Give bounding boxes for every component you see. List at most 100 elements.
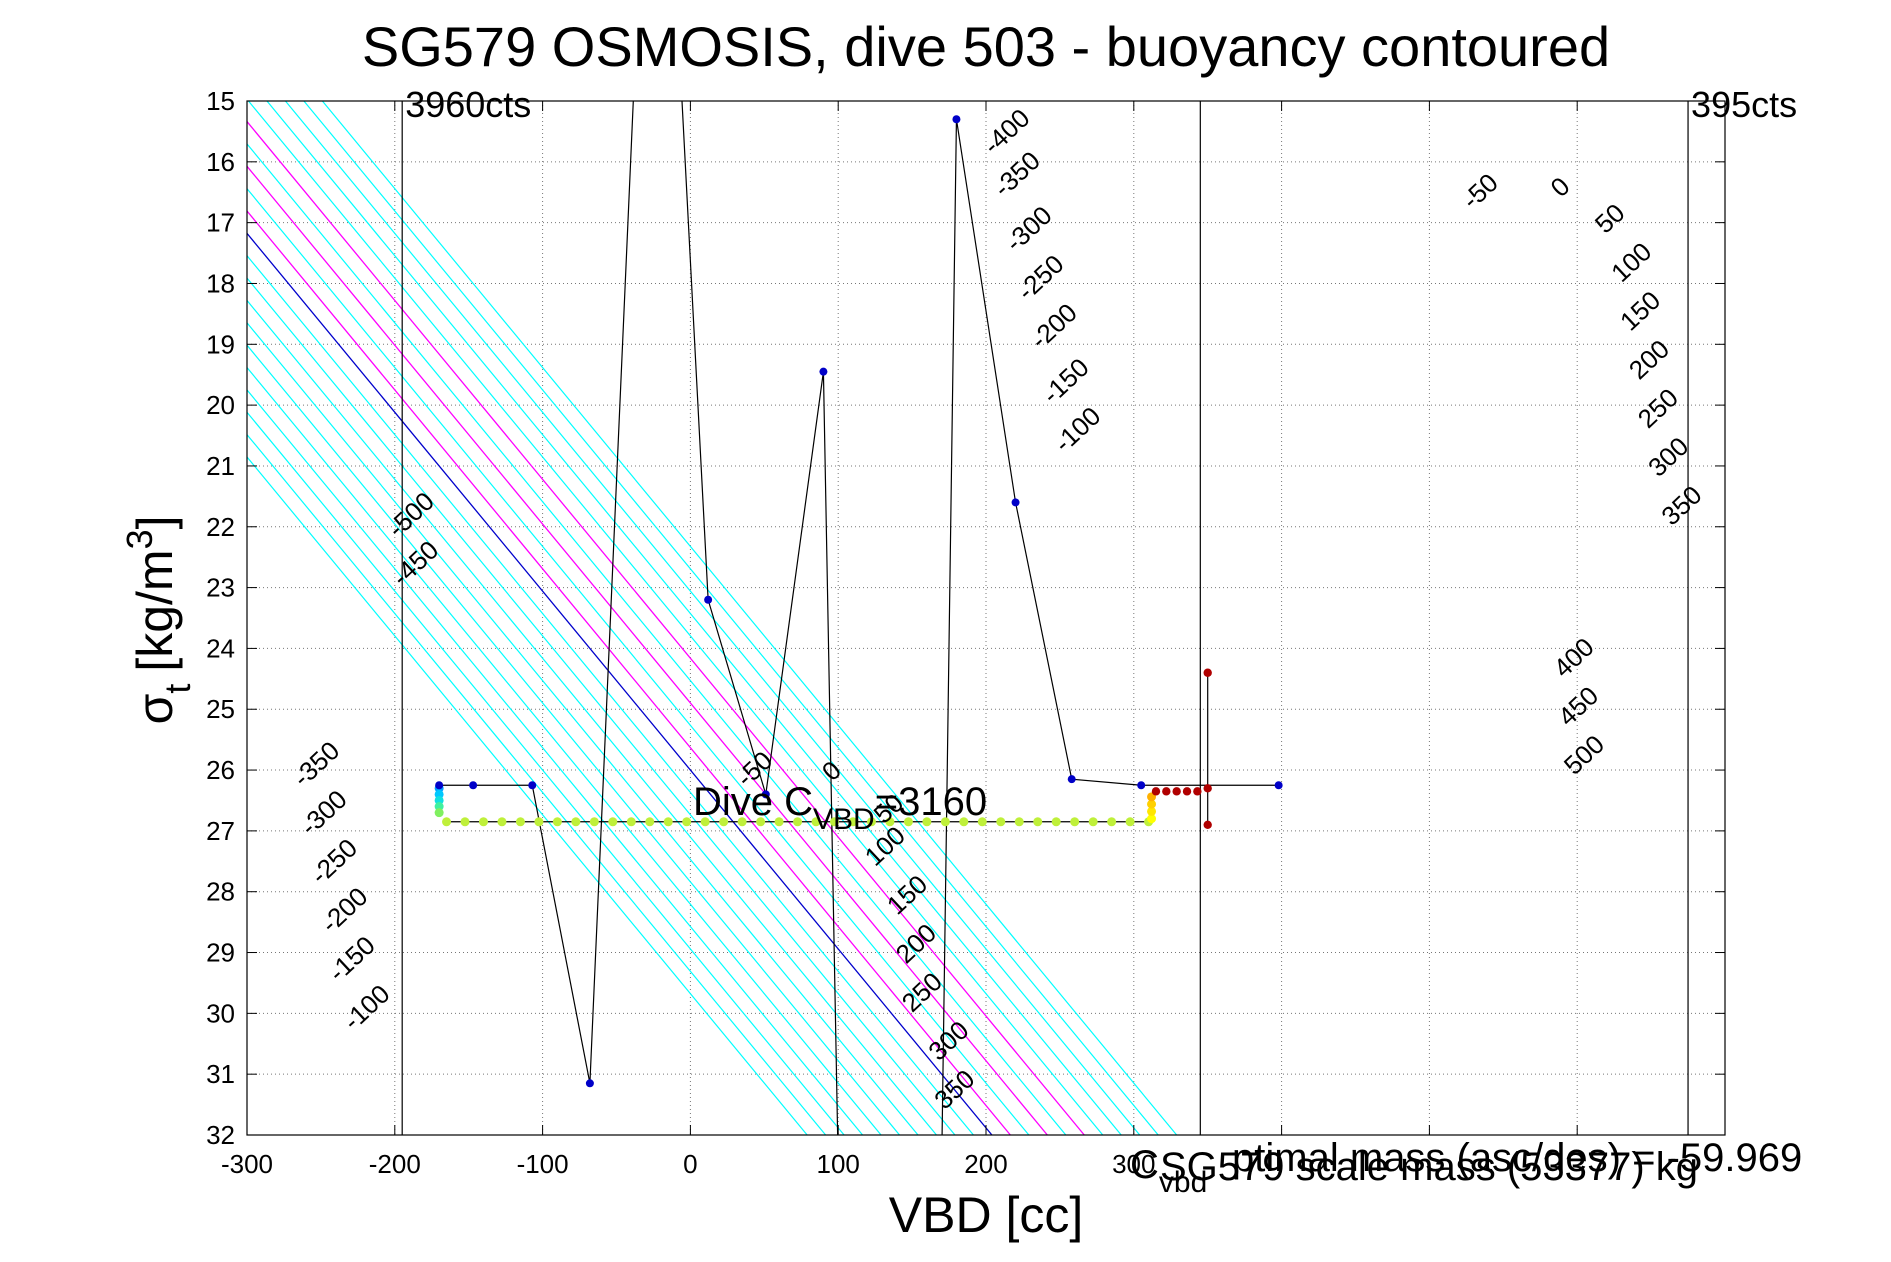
y-tick-label: 18 [206,268,235,298]
contour-label: 150 [1614,285,1666,337]
red-point [1151,787,1161,796]
y-axis-label-close: ] [127,515,183,529]
blue-point [435,781,444,790]
contour-label: -150 [322,930,381,987]
buoyancy-contour-line [247,120,1085,1135]
y-tick-label: 24 [206,633,235,663]
x-tick-label: 100 [817,1149,860,1179]
buoyancy-contour-line [248,101,1104,1135]
sample-point [903,817,913,827]
y-axis-label-unit: [kg/m [127,549,183,671]
sample-point [700,817,710,827]
buoyancy-contour-line [247,456,808,1135]
red-point [1203,668,1212,677]
vertical-line-label: 3960cts [405,84,531,125]
sample-point [996,817,1006,827]
contour-label: 450 [1552,680,1604,732]
buoyancy-contour-line [247,388,864,1135]
blue-point [761,790,770,799]
blue-point [469,781,478,790]
sample-point [682,817,692,827]
y-axis-label: σt [kg/m3] [119,515,198,724]
vertical-lines: 3960cts 395cts [401,84,1797,1135]
x-tick-label: 300 [1112,1149,1155,1179]
y-tick-label: 19 [206,329,235,359]
sample-point [589,817,599,827]
y-tick-label: 16 [206,147,235,177]
contour-label: -300 [294,784,353,841]
sample-point [442,817,452,827]
sample-point [737,817,747,827]
contour-label: 350 [928,1064,980,1116]
red-point [1162,787,1171,796]
sample-point [626,817,636,827]
y-axis-label-superscript: 3 [119,529,160,549]
y-tick-label: 28 [206,877,235,907]
y-tick-label: 27 [206,816,235,846]
cvbd-label: Cvbd [1130,1143,1207,1199]
y-axis-label-symbol: σ [127,694,183,725]
sample-point [497,817,507,827]
sample-point [848,817,858,827]
blue-point [1137,781,1146,790]
sample-point [774,817,784,827]
y-tick-label: 29 [206,938,235,968]
y-tick-label: 17 [206,208,235,238]
sample-point [663,817,673,827]
dive-cvbd-annotation: Dive CVBD=3160 [693,780,987,836]
sample-point [977,817,987,827]
sample-point-yellow [1147,814,1157,824]
sample-point [608,817,618,827]
sample-point [515,817,525,827]
x-axis-label: VBD [cc] [889,1187,1083,1243]
contour-label: 250 [896,966,948,1018]
buoyancy-contour-line [247,433,827,1135]
y-tick-label: 21 [206,451,235,481]
vertical-line-label: 395cts [1691,84,1797,125]
sample-point [1125,817,1135,827]
sample-point-gradient [434,808,444,818]
blue-point [704,595,713,604]
buoyancy-contour-line [247,299,937,1135]
sample-point-yellow [1147,806,1157,816]
contour-label: 50 [1589,198,1631,240]
chart-title: SG579 OSMOSIS, dive 503 - buoyancy conto… [362,15,1610,78]
contour-label: 300 [1642,431,1694,483]
sample-point [1014,817,1024,827]
red-point [1172,787,1181,796]
cvbd-label-main: C [1130,1143,1159,1187]
y-tick-label: 30 [206,998,235,1028]
dive-cvbd-main: Dive C [693,780,813,824]
buoyancy-contour-line [247,344,900,1135]
sample-point [793,817,803,827]
y-tick-label: 26 [206,755,235,785]
contour-label: 500 [1558,729,1610,781]
buoyancy-contour-line [247,321,919,1135]
sample-point [830,817,840,827]
sample-point [959,817,969,827]
sample-point [1051,817,1061,827]
x-tick-label: -300 [221,1149,273,1179]
sample-point [811,817,821,827]
red-point [1193,787,1202,796]
dive-cvbd-value: =3160 [875,780,987,824]
contour-label: 200 [890,918,942,970]
blue-point [1274,781,1283,790]
blue-point [585,1079,594,1088]
y-axis-label-subscript: t [157,684,198,694]
red-point [1203,820,1212,829]
sample-point [940,817,950,827]
x-tick-label: 200 [964,1149,1007,1179]
sample-point [756,817,766,827]
x-tick-label: -200 [369,1149,421,1179]
sample-point [571,817,581,827]
sample-point [478,817,488,827]
y-tick-label: 23 [206,573,235,603]
sample-point [552,817,562,827]
dive-cvbd-subscript: VBD [813,803,875,836]
cvbd-label-subscript: vbd [1159,1166,1207,1199]
y-tick-label: 15 [206,86,235,116]
sample-point [534,817,544,827]
buoyancy-contour-line [266,101,1122,1135]
